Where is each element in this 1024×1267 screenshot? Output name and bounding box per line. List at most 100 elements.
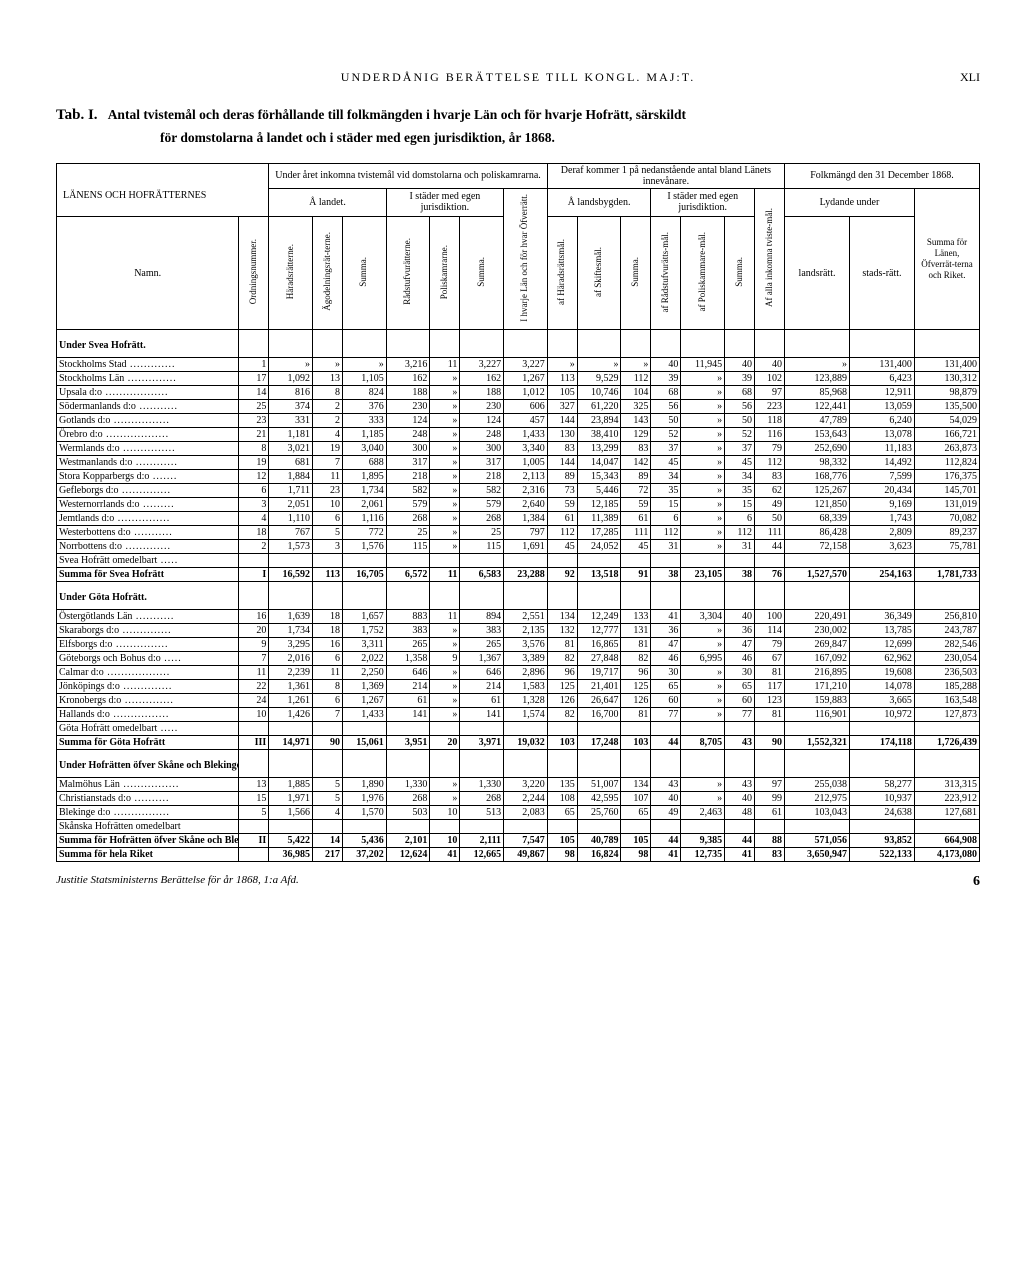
cell — [460, 554, 504, 568]
cell: 268 — [386, 792, 430, 806]
cell: 1,657 — [342, 610, 386, 624]
section-title: Under Svea Hofrätt. — [57, 330, 239, 358]
cell: 1,181 — [269, 428, 313, 442]
cell: 52 — [725, 428, 755, 442]
cell: 220,491 — [785, 610, 850, 624]
cell: 331 — [269, 414, 313, 428]
cell: 3,040 — [342, 442, 386, 456]
cell: 10 — [239, 708, 269, 722]
table-row: Westerbottens d:o ...........18767577225… — [57, 526, 980, 540]
cell: 113 — [547, 372, 577, 386]
cell: 5 — [239, 806, 269, 820]
cell: 49 — [651, 806, 681, 820]
cell: 3,304 — [681, 610, 725, 624]
cell: » — [681, 526, 725, 540]
cell: 24 — [239, 694, 269, 708]
cell: 6,583 — [460, 568, 504, 582]
cell: 40 — [651, 358, 681, 372]
cell: 81 — [755, 708, 785, 722]
row-name: Norrbottens d:o ............. — [57, 540, 239, 554]
cell: 3,951 — [386, 736, 430, 750]
cell: » — [430, 442, 460, 456]
table-row: Summa för Svea HofrättI16,59211316,7056,… — [57, 568, 980, 582]
cell: 168,776 — [785, 470, 850, 484]
cell: 1,976 — [342, 792, 386, 806]
cell: 212,975 — [785, 792, 850, 806]
table-row: Westmanlands d:o ............19681768831… — [57, 456, 980, 470]
cell: 10 — [313, 498, 343, 512]
table-row: Malmöhus Län ................131,88551,8… — [57, 778, 980, 792]
cell — [547, 820, 577, 834]
cell: » — [342, 358, 386, 372]
cell: 103 — [547, 736, 577, 750]
cell: 98 — [547, 848, 577, 862]
cell: » — [681, 484, 725, 498]
cell: 61 — [460, 694, 504, 708]
cell: 1,384 — [504, 512, 548, 526]
cell: 606 — [504, 400, 548, 414]
cell: 40,789 — [577, 834, 621, 848]
cell: 8 — [313, 386, 343, 400]
cell: 31 — [651, 540, 681, 554]
cell: 98 — [621, 848, 651, 862]
cell: 2,111 — [460, 834, 504, 848]
cell: 44 — [725, 834, 755, 848]
cell: 317 — [386, 456, 430, 470]
cell: 127,873 — [914, 708, 979, 722]
cell: » — [430, 428, 460, 442]
row-name: Gotlands d:o ................ — [57, 414, 239, 428]
cell — [269, 722, 313, 736]
cell: 12,185 — [577, 498, 621, 512]
cell: » — [430, 372, 460, 386]
cell: 43 — [725, 778, 755, 792]
cell: 772 — [342, 526, 386, 540]
cell: 6,240 — [849, 414, 914, 428]
cell — [547, 722, 577, 736]
cell: 144 — [547, 456, 577, 470]
cell: » — [430, 456, 460, 470]
corner-head: LÄNENS OCH HOFRÄTTERNES — [57, 163, 269, 217]
cell — [239, 554, 269, 568]
cell: 143 — [621, 414, 651, 428]
cell: 30 — [651, 666, 681, 680]
cell: 13 — [239, 778, 269, 792]
cell: II — [239, 834, 269, 848]
cell: 111 — [621, 526, 651, 540]
row-name: Blekinge d:o ................ — [57, 806, 239, 820]
cell: 104 — [621, 386, 651, 400]
table-row: Stockholms Stad .............1»»»3,21611… — [57, 358, 980, 372]
row-name: Westmanlands d:o ............ — [57, 456, 239, 470]
cell: 230 — [460, 400, 504, 414]
cell: 3,216 — [386, 358, 430, 372]
cell: » — [681, 456, 725, 470]
cell: 25 — [239, 400, 269, 414]
cell: 1,330 — [386, 778, 430, 792]
cell: 17,248 — [577, 736, 621, 750]
cell: 23 — [313, 484, 343, 498]
cell: 1,574 — [504, 708, 548, 722]
cell: 5,422 — [269, 834, 313, 848]
cell: 48 — [725, 806, 755, 820]
head-summa2: Summa. — [460, 217, 504, 330]
cell: 61 — [755, 806, 785, 820]
cell: 82 — [547, 708, 577, 722]
cell: 50 — [725, 414, 755, 428]
row-name: Skaraborgs d:o .............. — [57, 624, 239, 638]
cell: 457 — [504, 414, 548, 428]
cell: 230 — [386, 400, 430, 414]
cell: 223 — [755, 400, 785, 414]
cell: 513 — [460, 806, 504, 820]
cell: 174,118 — [849, 736, 914, 750]
cell: 42,595 — [577, 792, 621, 806]
cell: 21,401 — [577, 680, 621, 694]
cell — [785, 554, 850, 568]
cell: 121,850 — [785, 498, 850, 512]
cell: 97 — [755, 778, 785, 792]
cell — [849, 722, 914, 736]
cell: 131,019 — [914, 498, 979, 512]
row-name: Wermlands d:o ............... — [57, 442, 239, 456]
cell: 7 — [313, 456, 343, 470]
cell: 112 — [725, 526, 755, 540]
cell: 49 — [755, 498, 785, 512]
cell: » — [681, 792, 725, 806]
